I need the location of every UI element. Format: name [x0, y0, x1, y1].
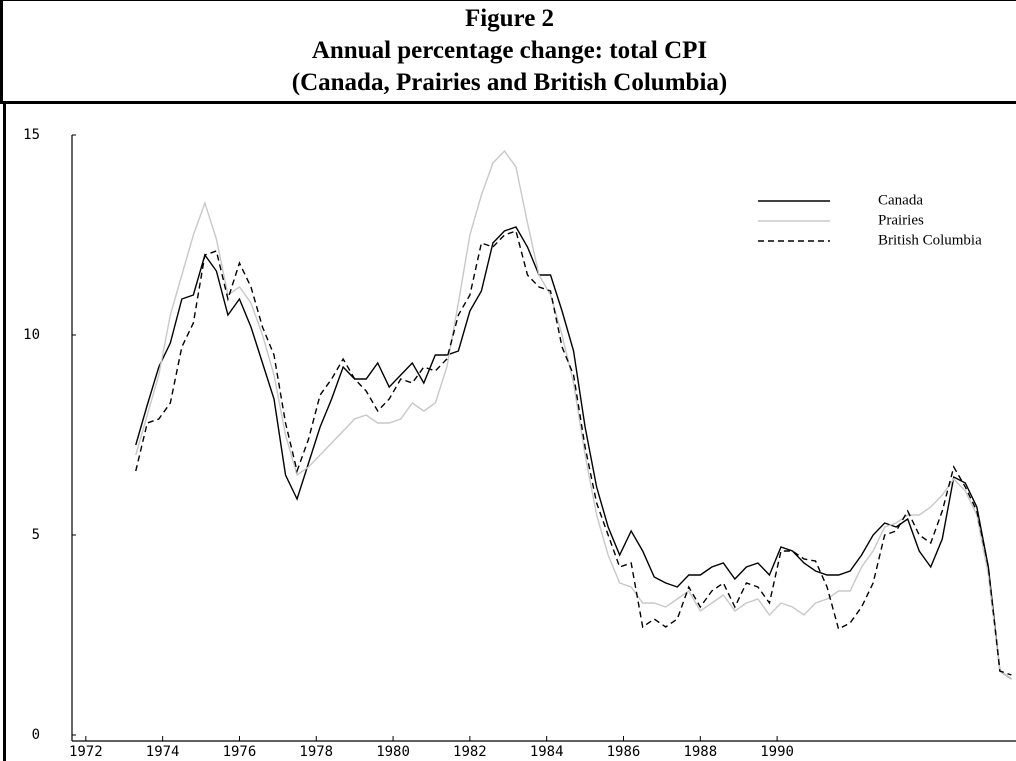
series-line	[135, 226, 1012, 680]
legend-label: Prairies	[878, 212, 924, 228]
chart-header: Figure 2 Annual percentage change: total…	[0, 0, 1016, 104]
x-tick-label: 1986	[607, 744, 641, 760]
chart-title: Figure 2	[464, 5, 555, 32]
y-tick-label: 15	[23, 127, 40, 143]
chart-title: Annual percentage change: total CPI	[311, 37, 708, 64]
series-line	[135, 149, 1012, 680]
x-tick-label: 1980	[376, 744, 410, 760]
x-tick-label: 1974	[146, 744, 180, 760]
x-tick-label: 1984	[530, 744, 564, 760]
legend-label: Canada	[878, 192, 923, 208]
x-tick-label: 1978	[299, 744, 333, 760]
legend-label: British Columbia	[878, 232, 982, 248]
y-tick-label: 10	[23, 327, 40, 343]
x-tick-label: 1988	[683, 744, 717, 760]
x-tick-label: 1982	[453, 744, 487, 760]
y-tick-label: 0	[32, 727, 40, 743]
y-tick-label: 5	[32, 527, 40, 543]
series-line	[135, 230, 1012, 676]
x-tick-label: 1976	[223, 744, 257, 760]
x-tick-label: 1972	[69, 744, 103, 760]
chart: 0 5 10 15 1972 1974 1976 1978 1980 1982 1984 1986 19…	[3, 104, 1016, 761]
chart-title: (Canada, Prairies and British Columbia)	[291, 69, 728, 96]
x-tick-label: 1990	[760, 744, 794, 760]
